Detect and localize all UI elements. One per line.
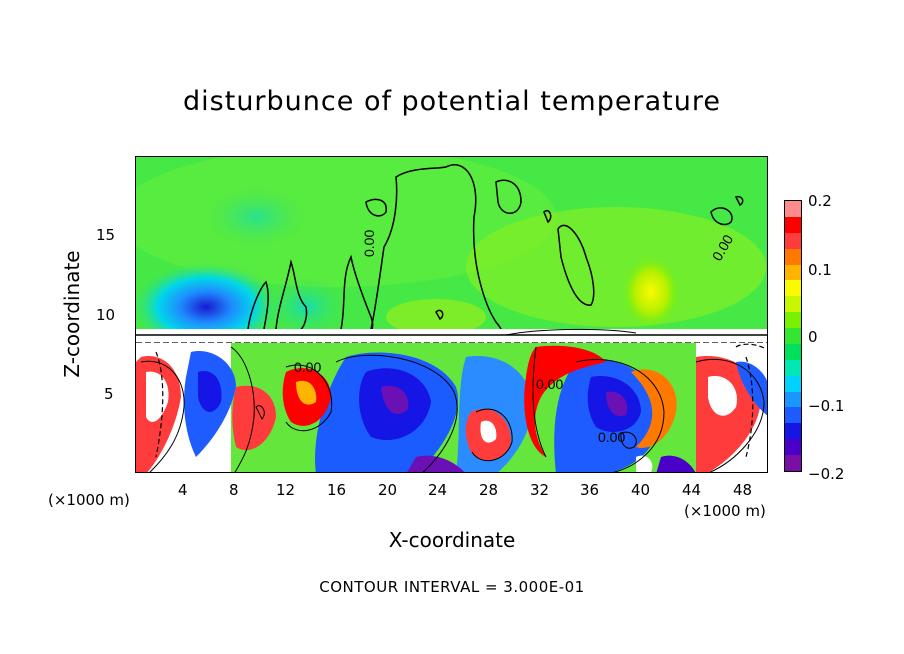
contour-interval-note: CONTOUR INTERVAL = 3.000E-01 xyxy=(319,578,585,596)
contour-label: 0.00 xyxy=(361,230,377,257)
y-axis-label: Z-coordinate xyxy=(60,250,84,378)
contour-lines-lower xyxy=(140,346,765,472)
heatmap-field: 0.00 0.00 0.00 0.00 0.00 xyxy=(136,157,767,472)
x-tick-label: 28 xyxy=(479,481,499,499)
x-unit-right: (×1000 m) xyxy=(684,502,766,520)
y-tick-label: 15 xyxy=(96,226,116,244)
colorbar-segment xyxy=(785,232,801,249)
colorbar-tick-label: −0.2 xyxy=(808,465,845,483)
x-unit-left: (×1000 m) xyxy=(48,491,130,509)
colorbar-tick-label: 0 xyxy=(808,328,818,346)
x-tick-label: 16 xyxy=(327,481,347,499)
colorbar-segment xyxy=(785,455,801,471)
y-tick-label: 5 xyxy=(104,385,114,403)
lower-layer-field xyxy=(136,343,767,472)
colorbar-segment xyxy=(785,280,801,297)
x-tick-label: 4 xyxy=(178,481,188,499)
colorbar-segment xyxy=(785,296,801,313)
chart-title: disturbunce of potential temperature xyxy=(183,86,721,117)
colorbar-segment xyxy=(785,312,801,329)
colorbar xyxy=(784,200,802,472)
x-tick-label: 32 xyxy=(530,481,550,499)
colorbar-tick-label: −0.1 xyxy=(808,397,845,415)
x-tick-label: 8 xyxy=(229,481,239,499)
colorbar-segment xyxy=(785,423,801,440)
x-axis-label: X-coordinate xyxy=(388,528,516,552)
colorbar-segment xyxy=(785,264,801,281)
colorbar-segment xyxy=(785,201,801,217)
colorbar-segment xyxy=(785,359,801,376)
colorbar-segment xyxy=(785,343,801,360)
contour-label: 0.00 xyxy=(598,429,625,445)
colorbar-segment xyxy=(785,439,801,456)
colorbar-segment xyxy=(785,328,801,345)
x-tick-label: 36 xyxy=(580,481,600,499)
plot-area: 0.00 0.00 0.00 0.00 0.00 xyxy=(135,156,768,473)
x-tick-label: 20 xyxy=(378,481,398,499)
x-tick-label: 40 xyxy=(631,481,651,499)
contour-label: 0.00 xyxy=(294,359,321,375)
contour-label: 0.00 xyxy=(536,376,563,392)
x-tick-label: 24 xyxy=(428,481,448,499)
x-tick-label: 12 xyxy=(276,481,296,499)
colorbar-segment xyxy=(785,407,801,424)
colorbar-tick-label: 0.2 xyxy=(808,192,832,210)
y-tick-label: 10 xyxy=(96,306,116,324)
colorbar-segment xyxy=(785,375,801,392)
x-tick-label: 48 xyxy=(733,481,753,499)
contour-lines-upper xyxy=(247,164,744,330)
warm-anomaly-blob xyxy=(623,257,679,327)
separator-band xyxy=(136,329,767,343)
x-tick-label: 44 xyxy=(682,481,702,499)
colorbar-tick-label: 0.1 xyxy=(808,261,832,279)
colorbar-segment xyxy=(785,248,801,265)
colorbar-segment xyxy=(785,216,801,233)
colorbar-segment xyxy=(785,391,801,408)
